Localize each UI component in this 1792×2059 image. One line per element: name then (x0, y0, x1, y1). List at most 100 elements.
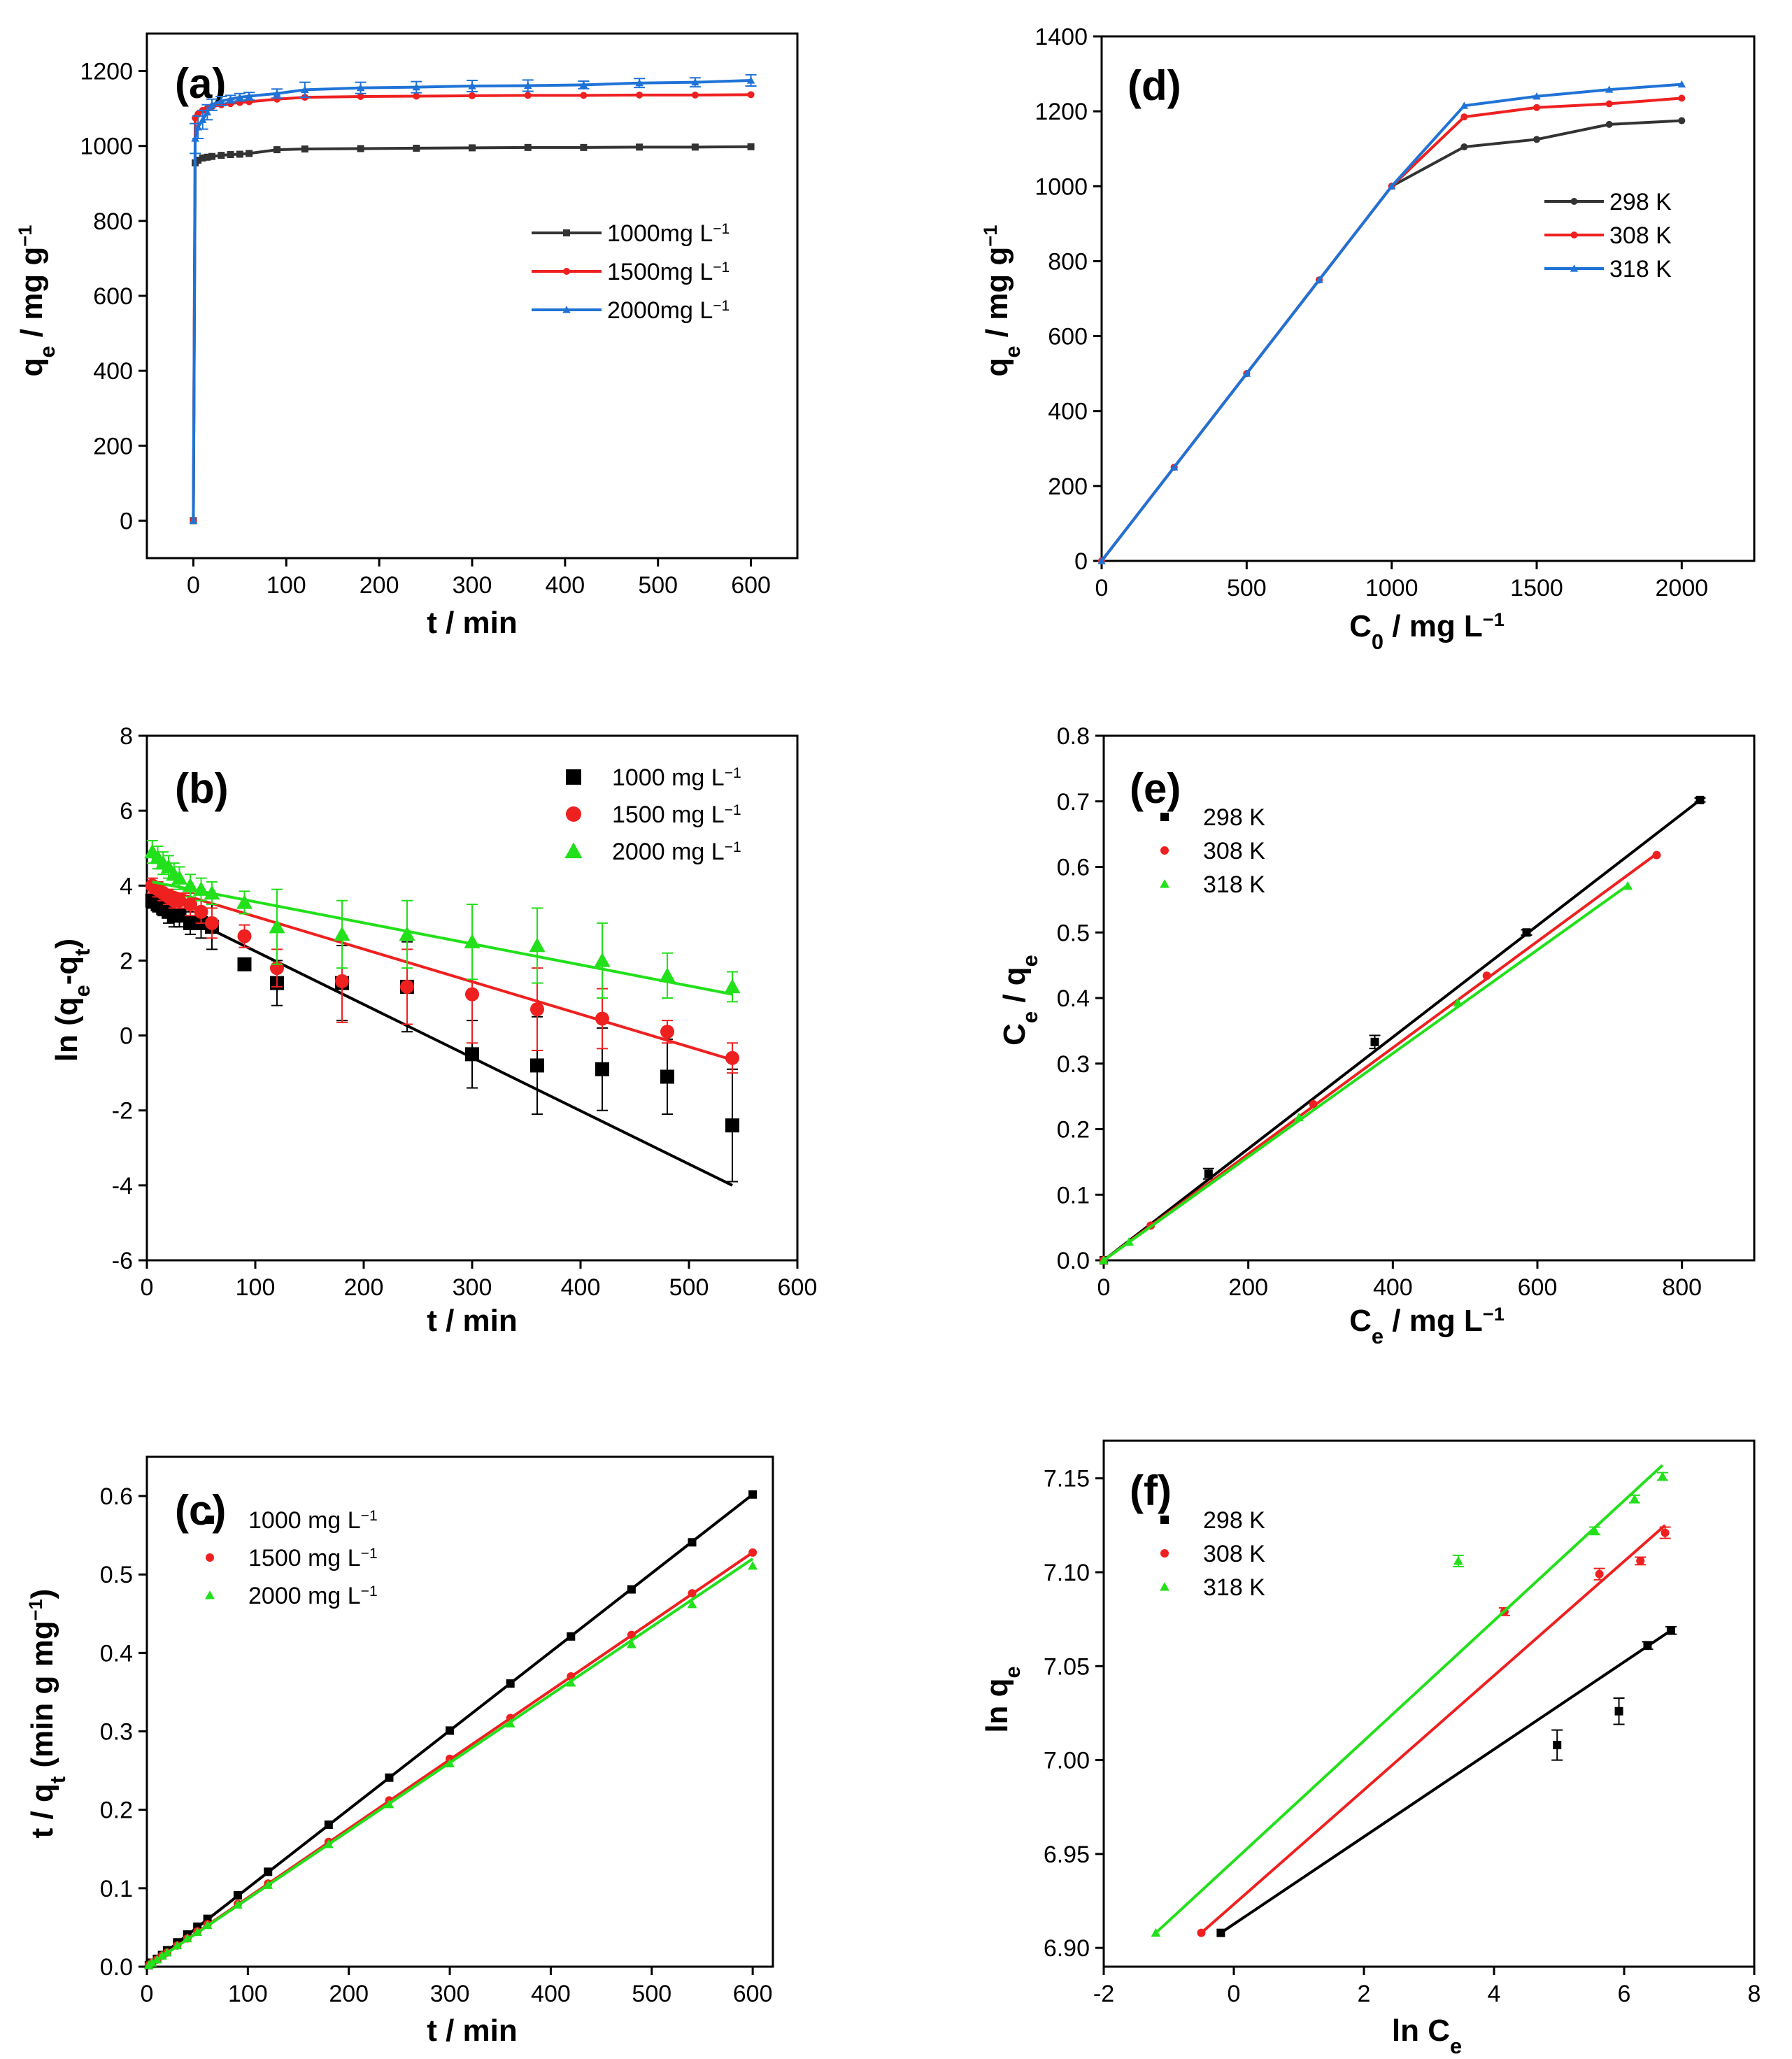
panel-c: 0 100 200 300 400 500 600 0.0 0.1 0.2 0.3 0.4 0.5 0.6… (24, 1455, 774, 2048)
x-axis-label: Ce / mg L−1 (1349, 1303, 1505, 1348)
series-2000-mg-L−1 (144, 840, 741, 1003)
legend-marker (1160, 1549, 1169, 1558)
legend: 1000 mg L−1 1500 mg L−1 2000 mg L−1 (564, 764, 741, 865)
data-point (1678, 117, 1686, 124)
x-tick-label: 400 (561, 1274, 601, 1301)
data-point (1533, 136, 1540, 143)
y-tick-label: 0.6 (100, 1483, 133, 1510)
data-point (1623, 881, 1633, 890)
legend-marker (566, 806, 581, 822)
data-point (1216, 1928, 1225, 1937)
data-point (636, 91, 643, 99)
x-tick-label: 500 (1227, 575, 1267, 601)
x-axis-label: t / min (427, 606, 518, 640)
x-tick-label: 600 (733, 1981, 773, 2007)
y-tick-label: 0 (120, 1023, 133, 1050)
data-point (356, 83, 365, 92)
data-point (218, 152, 225, 159)
y-tick-label: 0.3 (1057, 1051, 1090, 1078)
panel-a: 0 100 200 300 400 500 600 0 200 400 600 800 1000 1200… (14, 32, 799, 640)
x-tick-label: 200 (329, 1981, 369, 2007)
y-tick-label: 0.7 (1057, 789, 1090, 815)
data-point (445, 1758, 455, 1768)
x-tick-label: 8 (1748, 1981, 1761, 2007)
y-axis-label: ln qe (980, 1666, 1025, 1732)
y-tick-label: 6 (120, 798, 133, 825)
data-point (1099, 1255, 1109, 1264)
data-point (203, 108, 212, 116)
data-point (1636, 1556, 1645, 1565)
panel-d: 0 500 1000 1500 2000 0 200 400 600 800 1000 1200 140… (979, 24, 1756, 654)
legend: 1000mg L−1 1500mg L−1 2000mg L−1 (532, 220, 730, 324)
data-point (182, 1933, 192, 1943)
plot-frame (1102, 734, 1756, 1262)
data-point (273, 146, 280, 154)
data-point (1124, 1237, 1135, 1246)
y-tick-label: 2 (120, 948, 133, 974)
data-point (1629, 1494, 1640, 1503)
panel-tag: (f) (1130, 1467, 1172, 1514)
y-tick-label: 400 (93, 358, 133, 385)
y-tick-label: 8 (120, 723, 133, 750)
legend-label: 1000 mg L−1 (612, 764, 741, 791)
data-point (1151, 1928, 1161, 1937)
data-point (172, 909, 187, 923)
panel-f: -2 0 2 4 6 8 6.90 6.95 7.00 7.05 7.10 7.15 ln Ce ln q… (980, 1439, 1761, 2058)
data-point (1661, 1528, 1670, 1537)
data-point (1460, 101, 1469, 109)
data-point (1605, 120, 1613, 128)
y-tick-label: 0.5 (1057, 920, 1090, 946)
data-point (237, 929, 252, 943)
data-point (1460, 113, 1468, 121)
panel-tag: (a) (175, 60, 226, 107)
legend-marker (1570, 198, 1578, 205)
data-point (412, 83, 421, 91)
data-point (1652, 850, 1661, 860)
data-point (233, 1890, 242, 1900)
data-point (465, 987, 479, 1002)
x-axis-label: t / min (427, 2014, 518, 2048)
y-tick-label: 0.4 (100, 1640, 133, 1667)
legend-marker (1160, 1582, 1169, 1591)
data-point (748, 1548, 758, 1557)
y-tick-label: 0.2 (1057, 1117, 1090, 1144)
plot-frame (1102, 1439, 1756, 1968)
legend-label: 298 K (1203, 1507, 1265, 1534)
data-point (189, 516, 198, 525)
data-point (627, 1630, 636, 1639)
panel-b: 0 100 200 300 400 500 600 -6 -4 -2 0 2 4 6 8 t / min ln … (50, 723, 817, 1338)
legend-marker (1160, 1516, 1169, 1524)
x-tick-label: 300 (453, 1274, 492, 1301)
series-298-K (1216, 1625, 1677, 1937)
legend-marker (1160, 813, 1169, 821)
data-point (1595, 1569, 1604, 1579)
data-point (1605, 85, 1614, 93)
data-point (506, 1679, 515, 1688)
data-point (1204, 1169, 1213, 1178)
y-tick-label: 400 (1048, 399, 1088, 425)
data-point (324, 1821, 333, 1830)
data-point (194, 157, 202, 164)
data-point (746, 76, 755, 84)
data-point (580, 92, 588, 99)
legend-marker (206, 1516, 214, 1524)
legend-label: 318 K (1203, 871, 1265, 898)
data-point (1387, 182, 1396, 190)
legend-marker (206, 1553, 214, 1562)
plot-frame (145, 1455, 774, 1968)
x-tick-label: 2000 (1656, 575, 1709, 601)
data-point (385, 1773, 394, 1782)
fit-line (1102, 853, 1658, 1262)
series-308-K (1197, 1524, 1671, 1937)
plot-frame (1100, 35, 1756, 562)
data-point (183, 915, 197, 930)
y-tick-label: 7.05 (1044, 1653, 1090, 1680)
legend-marker (563, 229, 570, 236)
data-point (202, 1920, 213, 1930)
data-point (384, 1799, 394, 1809)
legend-marker (564, 842, 583, 859)
y-tick-label: 0.0 (1057, 1248, 1090, 1274)
data-point (1605, 100, 1613, 108)
legend-marker (1570, 231, 1578, 238)
